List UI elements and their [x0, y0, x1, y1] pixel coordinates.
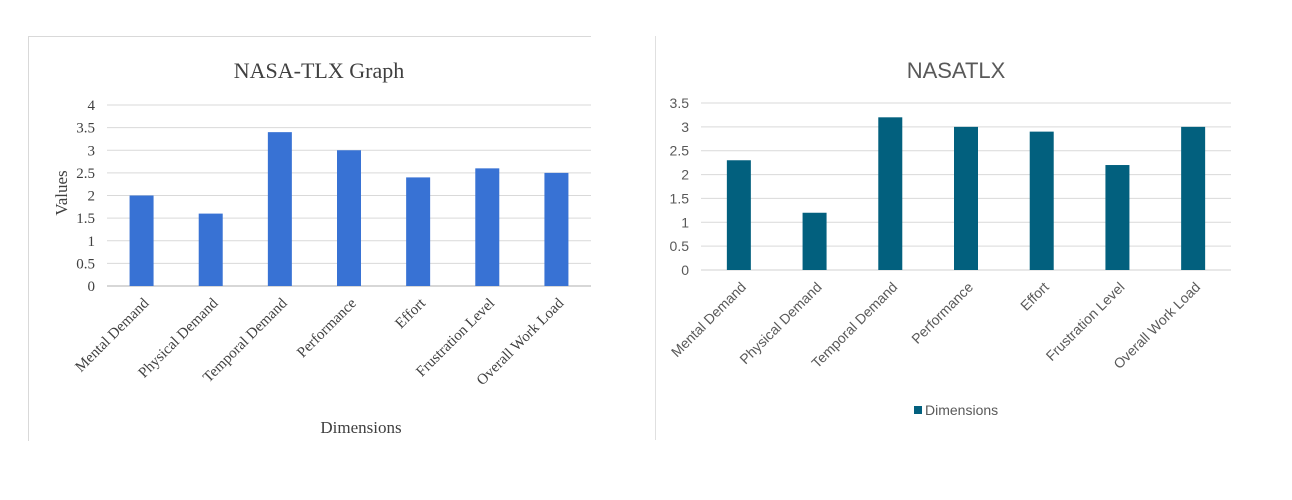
y-tick-label: 3.5 — [670, 95, 690, 111]
y-tick-label: 2 — [88, 189, 96, 205]
x-tick-label: Physical Demand — [736, 279, 824, 367]
bar — [267, 132, 292, 286]
chart-title: NASA-TLX Graph — [234, 58, 404, 83]
bar — [878, 117, 903, 270]
y-tick-label: 2.5 — [76, 166, 95, 182]
y-tick-label: 0 — [88, 279, 96, 295]
nasa-tlx-graph-chart: NASA-TLX Graph Dimensions Values 0 0.5 1 1.… — [52, 58, 591, 437]
bar — [198, 213, 223, 286]
legend-swatch — [914, 406, 922, 414]
chart-panel-right: NASATLX 0 0.5 1 1.5 2 2.5 3 3.5 Mental Demand Ph… — [655, 36, 1246, 440]
bar — [1029, 131, 1054, 270]
y-tick-label: 2 — [681, 167, 689, 183]
chart-panel-left: NASA-TLX Graph Dimensions Values 0 0.5 1 1.… — [28, 36, 591, 441]
x-axis-label: Dimensions — [320, 418, 401, 437]
y-tick-label: 1.5 — [76, 211, 95, 227]
bar — [726, 160, 751, 270]
legend-label: Dimensions — [925, 402, 998, 418]
bar — [1181, 126, 1206, 270]
y-tick-label: 2.5 — [670, 143, 690, 159]
bar — [1105, 165, 1130, 270]
bar — [802, 212, 827, 270]
x-tick-label: Effort — [1017, 279, 1052, 314]
x-tick-label: Mental Demand — [72, 295, 152, 375]
y-tick-label: 0.5 — [670, 238, 690, 254]
x-tick-label: Frustration Level — [1042, 279, 1127, 364]
bar — [544, 172, 569, 286]
chart-title: NASATLX — [907, 58, 1006, 83]
x-tick-label: Performance — [908, 279, 976, 347]
y-tick-label: 3 — [88, 143, 96, 159]
y-tick-label: 4 — [88, 98, 96, 114]
y-axis-label: Values — [52, 170, 71, 215]
y-tick-label: 0 — [681, 262, 689, 278]
bar — [129, 195, 154, 286]
nasatlx-chart: NASATLX 0 0.5 1 1.5 2 2.5 3 3.5 Mental DemandPh… — [668, 58, 1231, 418]
bar — [337, 150, 361, 286]
x-tick-label: Performance — [294, 295, 360, 361]
bar — [406, 177, 431, 286]
bar — [954, 126, 978, 270]
y-tick-label: 1 — [681, 214, 689, 230]
bar — [475, 168, 500, 286]
x-tick-label: Mental Demand — [668, 279, 749, 360]
y-tick-label: 0.5 — [76, 256, 95, 272]
y-tick-label: 1.5 — [670, 190, 690, 206]
y-tick-label: 3.5 — [76, 121, 95, 137]
y-tick-label: 1 — [88, 234, 96, 250]
x-tick-label: Effort — [393, 295, 430, 332]
y-tick-label: 3 — [681, 119, 689, 135]
